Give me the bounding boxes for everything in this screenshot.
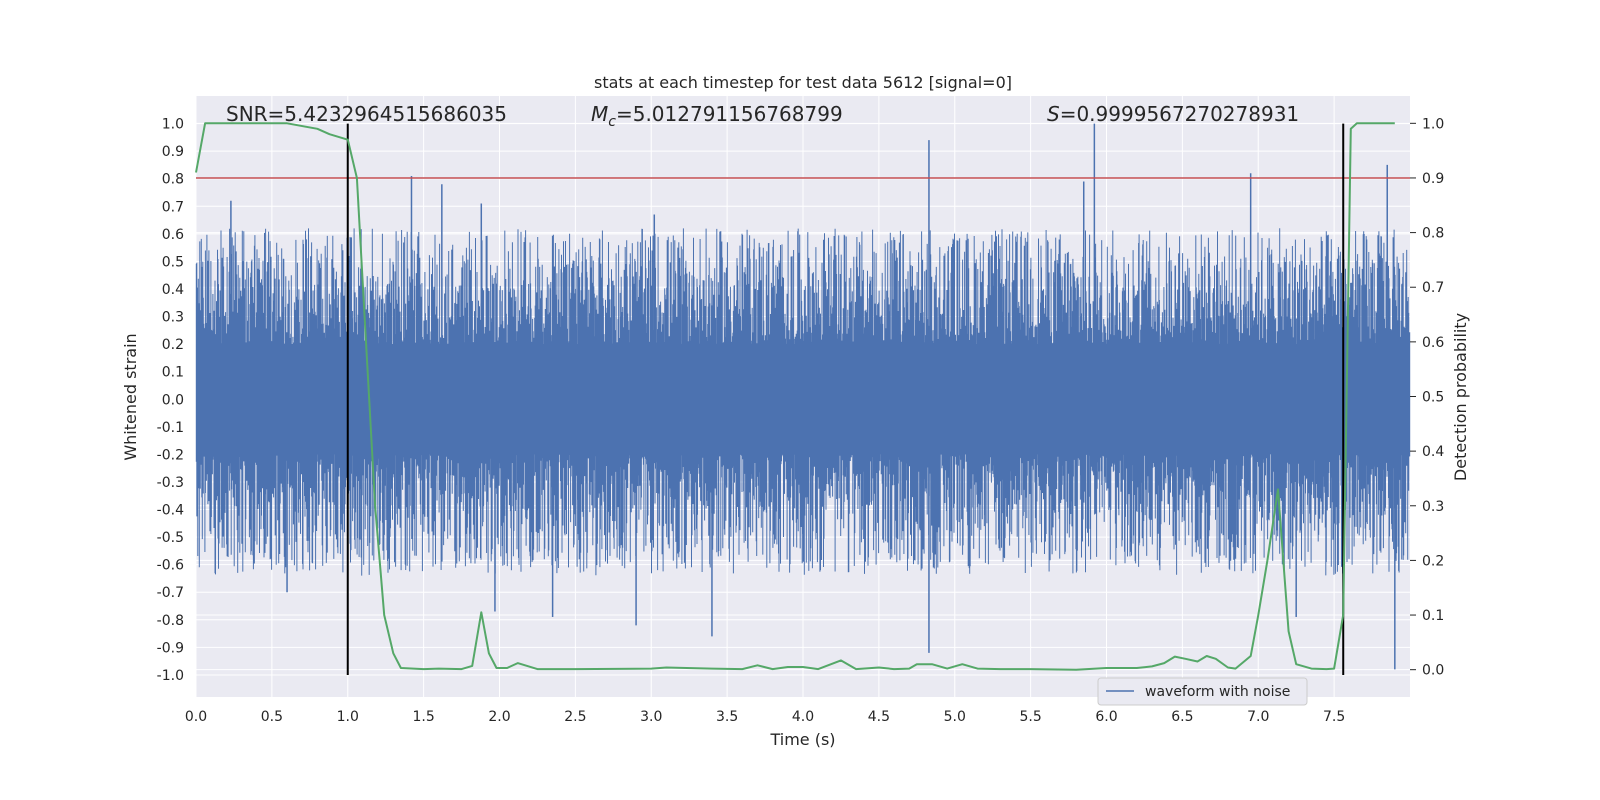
y2-tick-label: 0.8 bbox=[1422, 226, 1444, 242]
y-tick-labels: 1.0 0.9 0.8 0.7 0.6 0.5 0.4 0.3 0.2 0.1 0.0 -0.1 -0.… bbox=[157, 117, 184, 684]
y-tick-label: 0.7 bbox=[162, 199, 184, 215]
y-tick-label: 0.6 bbox=[162, 227, 184, 243]
legend: waveform with noise bbox=[1097, 677, 1308, 706]
s-symbol: S bbox=[1047, 102, 1060, 126]
y-tick-label: -0.5 bbox=[157, 530, 184, 546]
x-tick-label: 1.0 bbox=[337, 709, 359, 725]
x-tick-label: 0.0 bbox=[185, 709, 207, 725]
y-tick-label: 0.2 bbox=[162, 337, 184, 353]
y2-tick-label: 0.4 bbox=[1422, 444, 1444, 460]
y-tick-label: 0.1 bbox=[162, 365, 184, 381]
y-tick-label: -0.9 bbox=[157, 640, 184, 656]
x-tick-label: 4.0 bbox=[792, 709, 814, 725]
y-tick-label: 0.5 bbox=[162, 254, 184, 270]
y-axis-label: Whitened strain bbox=[121, 333, 140, 460]
y-tick-label: -0.1 bbox=[157, 420, 184, 436]
x-tick-label: 5.5 bbox=[1019, 709, 1041, 725]
waveform-core bbox=[196, 344, 1410, 452]
y-tick-label: 0.3 bbox=[162, 310, 184, 326]
y2-tick-label: 1.0 bbox=[1422, 116, 1444, 132]
s-value: =0.9999567270278931 bbox=[1060, 102, 1299, 126]
y2-tick-label: 0.9 bbox=[1422, 171, 1444, 187]
x-tick-label: 5.0 bbox=[944, 709, 966, 725]
y-tick-label: 0.0 bbox=[162, 392, 184, 408]
y2-tick-label: 0.1 bbox=[1422, 608, 1444, 624]
chart-title: stats at each timestep for test data 561… bbox=[594, 73, 1012, 92]
y2-tick-label: 0.7 bbox=[1422, 280, 1444, 296]
x-tick-label: 3.5 bbox=[716, 709, 738, 725]
snr-annotation: SNR=5.4232964515686035 bbox=[226, 102, 507, 126]
x-tick-label: 2.0 bbox=[488, 709, 510, 725]
y-tick-label: 0.8 bbox=[162, 172, 184, 188]
legend-box bbox=[1097, 677, 1308, 706]
y-tick-label: -0.6 bbox=[157, 558, 184, 574]
waveform-band bbox=[195, 123, 1411, 670]
y-tick-label: 0.9 bbox=[162, 144, 184, 160]
y2-tick-label: 0.3 bbox=[1422, 499, 1444, 515]
detection-probability-series bbox=[195, 122, 1395, 671]
x-tick-label: 4.5 bbox=[868, 709, 890, 725]
x-tick-label: 6.5 bbox=[1171, 709, 1193, 725]
y2-tick-label: 0.6 bbox=[1422, 335, 1444, 351]
mc-value: =5.012791156768799 bbox=[616, 102, 843, 126]
x-tick-label: 7.5 bbox=[1323, 709, 1345, 725]
chirp-mass-annotation: Mc=5.012791156768799 bbox=[591, 102, 843, 130]
x-tick-labels: 0.0 0.5 1.0 1.5 2.0 2.5 3.0 3.5 4.0 4.5 5.0 5.5 6.0 6… bbox=[185, 709, 1345, 725]
s-annotation: S=0.9999567270278931 bbox=[1047, 102, 1299, 126]
x-tick-label: 0.5 bbox=[261, 709, 283, 725]
y-tick-label: -0.7 bbox=[157, 585, 184, 601]
detection-probability-line bbox=[195, 122, 1395, 671]
mc-subscript: c bbox=[608, 114, 616, 130]
x-tick-label: 6.0 bbox=[1095, 709, 1117, 725]
x-tick-label: 7.0 bbox=[1247, 709, 1269, 725]
y2-axis-label: Detection probability bbox=[1451, 313, 1470, 481]
y2-tick-label: 0.5 bbox=[1422, 390, 1444, 406]
x-tick-label: 2.5 bbox=[564, 709, 586, 725]
y-tick-label: -1.0 bbox=[157, 668, 184, 684]
y-tick-label: -0.4 bbox=[157, 503, 184, 519]
x-axis-label: Time (s) bbox=[769, 730, 835, 749]
legend-label: waveform with noise bbox=[1145, 684, 1290, 700]
x-tick-label: 3.0 bbox=[640, 709, 662, 725]
y-tick-label: 1.0 bbox=[162, 117, 184, 133]
mc-symbol: M bbox=[591, 102, 608, 126]
y-tick-label: -0.3 bbox=[157, 475, 184, 491]
y-tick-label: 0.4 bbox=[162, 282, 184, 298]
y-tick-label: -0.2 bbox=[157, 447, 184, 463]
y-tick-label: -0.8 bbox=[157, 613, 184, 629]
y2-tick-label: 0.0 bbox=[1422, 663, 1444, 679]
y2-tick-labels: 1.0 0.9 0.8 0.7 0.6 0.5 0.4 0.3 0.2 0.1 0.0 bbox=[1410, 116, 1444, 679]
y2-tick-label: 0.2 bbox=[1422, 553, 1444, 569]
x-tick-label: 1.5 bbox=[412, 709, 434, 725]
